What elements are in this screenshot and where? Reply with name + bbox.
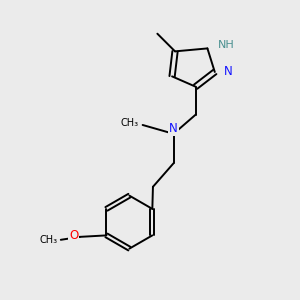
Text: N: N — [169, 122, 178, 135]
Text: N: N — [224, 65, 232, 79]
Text: CH₃: CH₃ — [40, 235, 58, 245]
Text: NH: NH — [218, 40, 235, 50]
Text: CH₃: CH₃ — [121, 118, 139, 128]
Text: O: O — [69, 229, 79, 242]
